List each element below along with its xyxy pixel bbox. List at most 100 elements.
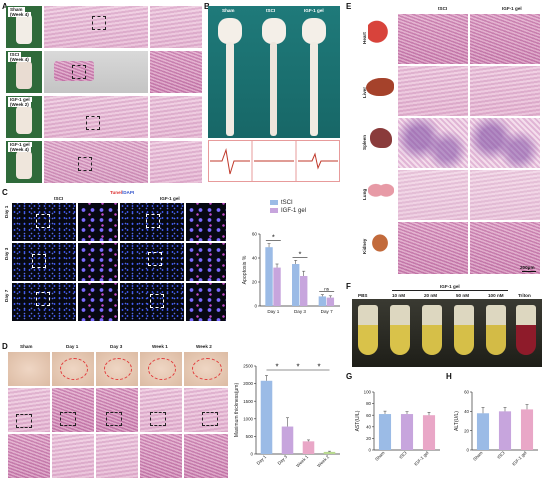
zoom-box: [36, 214, 50, 228]
col-label: tSCI: [266, 8, 276, 13]
fluo-image: [120, 243, 184, 281]
bar: [300, 276, 308, 306]
tunel-label: Tunel: [110, 190, 122, 195]
bar: [302, 441, 315, 454]
col-label: Day 1: [66, 344, 79, 349]
bar: [378, 414, 392, 450]
he-section: [44, 141, 148, 183]
fluo-image: [12, 203, 76, 241]
he-zoom: [150, 6, 202, 48]
he-image: [470, 118, 540, 168]
he-image: [470, 14, 540, 64]
y-tick-label: 20: [464, 428, 469, 433]
sig-label: *: [272, 233, 275, 242]
he-section: [184, 388, 228, 432]
col-label: Sham: [222, 8, 235, 13]
photo-cords: Sham tSCI IGF-1 gel: [208, 6, 340, 138]
fluo-image: [12, 283, 76, 321]
legend-swatch: [270, 200, 278, 205]
lung-icon: [368, 176, 394, 202]
panel-label-b: B: [204, 2, 210, 11]
group-header-line: [392, 290, 508, 291]
fluo-image: [120, 283, 184, 321]
kidney-icon: [368, 230, 392, 256]
he-zoom: [96, 434, 138, 478]
legend-swatch: [270, 208, 278, 213]
bar: [318, 296, 327, 306]
x-tick-label: IGF-1 gel: [511, 450, 527, 466]
panel-label-h: H: [446, 372, 452, 381]
he-section: [52, 388, 94, 432]
row-label-line1: IGF-1 gel: [8, 97, 32, 102]
he-image: [398, 14, 468, 64]
bar: [498, 411, 512, 450]
bar: [273, 267, 281, 306]
col-label: Sham: [20, 344, 33, 349]
zoom-box: [60, 412, 76, 426]
y-tick-label: 60: [252, 232, 258, 237]
zoom-box: [32, 254, 46, 268]
he-image: [398, 170, 468, 220]
zoom-box: [202, 412, 218, 426]
x-tick-label: Day 3: [294, 309, 306, 314]
y-tick-label: 80: [366, 401, 371, 406]
zoom-box: [148, 252, 162, 266]
he-zoom: [8, 434, 50, 478]
x-tick-label: Week 1: [295, 454, 309, 468]
he-section: [8, 388, 50, 432]
x-tick-label: Day 3: [277, 454, 289, 466]
y-tick-label: 0: [369, 448, 372, 453]
row-label: Day 3: [4, 247, 9, 260]
y-tick-label: 40: [252, 256, 258, 261]
injection-circle: [192, 358, 222, 380]
injection-circle: [60, 358, 88, 380]
zoom-box: [92, 16, 106, 30]
row-label: Day 7: [4, 289, 9, 302]
panel-c: Tunel/DAPI tSCI IGF-1 gel Day 1 Day 3 Da…: [4, 190, 240, 322]
x-tick-label: Day 1: [267, 309, 279, 314]
organ-label: Spleen: [362, 134, 367, 150]
he-section: [44, 6, 148, 48]
liver-icon: [366, 78, 394, 96]
scale-bar-label: 200μm: [520, 265, 535, 270]
fluo-zoom: [186, 243, 226, 281]
x-tick-label: tSCI: [496, 450, 506, 460]
fluo-zoom: [78, 283, 118, 321]
col-label: Week 1: [152, 344, 168, 349]
organ-label: Heart: [362, 32, 367, 44]
photo-spinal-cord: IGF-1 gel (Week 4): [6, 141, 42, 183]
sig-label: *: [275, 363, 278, 372]
row-label-line1: Sham: [8, 7, 25, 12]
he-zoom: [184, 434, 228, 478]
legend-label: IGF-1 gel: [281, 208, 306, 214]
he-image: [398, 222, 468, 274]
fluo-zoom: [186, 203, 226, 241]
organ-label: Kidney: [362, 238, 367, 254]
col-label: IGF-1 gel: [304, 8, 324, 13]
group-label: IGF-1 gel: [160, 196, 180, 201]
y-tick-label: 2000: [243, 381, 253, 386]
group-header: IGF-1 gel: [440, 284, 460, 289]
x-tick-label: Day 1: [256, 454, 268, 466]
tube-label: Triton: [518, 293, 531, 298]
bar: [281, 426, 294, 454]
panel-e: tSCI IGF-1 gel Heart Liver Spleen Lung K…: [352, 6, 542, 280]
x-tick-label: tSCI: [398, 450, 408, 460]
col-label: IGF-1 gel: [502, 6, 522, 11]
y-tick-label: 0: [251, 452, 254, 457]
ast-chart: 0 20 40 60 80 100 AST(U/L) Sham tSCI IGF-1 gel: [355, 390, 440, 467]
photo-spinal-cord: tSCI (Week 4): [6, 51, 42, 93]
zoom-box: [36, 292, 50, 306]
he-image: [398, 66, 468, 116]
x-tick-label: Day 7: [321, 309, 333, 314]
he-image: [470, 222, 540, 274]
col-label: Day 3: [110, 344, 123, 349]
x-tick-label: Sham: [472, 450, 484, 462]
he-image: [398, 118, 468, 168]
panel-d: Sham Day 1 Day 3 Week 1 Week 2: [8, 344, 230, 482]
scale-bar: [522, 271, 536, 273]
col-label: tSCI: [438, 6, 448, 11]
y-tick-label: 0: [467, 448, 470, 453]
he-zoom: [150, 51, 202, 93]
y-tick-label: 100: [364, 390, 372, 395]
